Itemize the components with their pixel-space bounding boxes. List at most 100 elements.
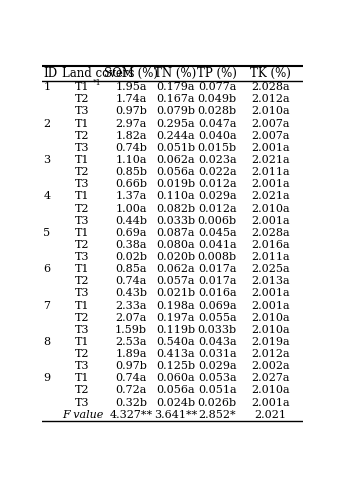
Text: 0.012a: 0.012a	[198, 180, 237, 190]
Text: 0.029a: 0.029a	[198, 361, 237, 371]
Text: 0.020b: 0.020b	[156, 252, 195, 262]
Text: 0.97b: 0.97b	[115, 106, 147, 117]
Text: 0.077a: 0.077a	[198, 82, 236, 92]
Text: 0.028b: 0.028b	[197, 106, 237, 117]
Text: 2.010a: 2.010a	[251, 106, 290, 117]
Text: 2.021a: 2.021a	[251, 155, 290, 165]
Text: 0.080a: 0.080a	[156, 240, 195, 250]
Text: 2.010a: 2.010a	[251, 204, 290, 214]
Text: T3: T3	[75, 216, 90, 226]
Text: 9: 9	[43, 374, 51, 384]
Text: 0.055a: 0.055a	[198, 312, 237, 322]
Text: T2: T2	[75, 130, 90, 140]
Text: 2.001a: 2.001a	[251, 398, 290, 407]
Text: 0.74a: 0.74a	[115, 276, 147, 286]
Text: 2.007a: 2.007a	[251, 130, 290, 140]
Text: 2.002a: 2.002a	[251, 361, 290, 371]
Text: T2: T2	[75, 276, 90, 286]
Text: 2.007a: 2.007a	[251, 118, 290, 128]
Text: 0.85b: 0.85b	[115, 167, 147, 177]
Text: 2.021: 2.021	[255, 410, 287, 420]
Text: 0.110a: 0.110a	[156, 192, 195, 202]
Text: 0.056a: 0.056a	[156, 386, 195, 396]
Text: 1.95a: 1.95a	[115, 82, 147, 92]
Text: 0.051a: 0.051a	[198, 386, 237, 396]
Text: T3: T3	[75, 398, 90, 407]
Text: 2.97a: 2.97a	[115, 118, 147, 128]
Text: T1: T1	[75, 118, 90, 128]
Text: 0.023a: 0.023a	[198, 155, 237, 165]
Text: 7: 7	[43, 300, 51, 310]
Text: 0.021b: 0.021b	[156, 288, 195, 298]
Text: 0.179a: 0.179a	[156, 82, 194, 92]
Text: 0.051b: 0.051b	[156, 143, 195, 153]
Text: T3: T3	[75, 252, 90, 262]
Text: 0.017a: 0.017a	[198, 264, 236, 274]
Text: 2.019a: 2.019a	[251, 337, 290, 347]
Text: 0.026b: 0.026b	[197, 398, 237, 407]
Text: T2: T2	[75, 349, 90, 359]
Text: 0.019b: 0.019b	[156, 180, 195, 190]
Text: T2: T2	[75, 167, 90, 177]
Text: 2.001a: 2.001a	[251, 216, 290, 226]
Text: 2.027a: 2.027a	[251, 374, 290, 384]
Text: T2: T2	[75, 386, 90, 396]
Text: 0.045a: 0.045a	[198, 228, 237, 238]
Text: 0.062a: 0.062a	[156, 155, 195, 165]
Text: T3: T3	[75, 288, 90, 298]
Text: 1.37a: 1.37a	[115, 192, 147, 202]
Text: T2: T2	[75, 204, 90, 214]
Text: 0.413a: 0.413a	[156, 349, 195, 359]
Text: T2: T2	[75, 240, 90, 250]
Text: 0.32b: 0.32b	[115, 398, 147, 407]
Text: 1.59b: 1.59b	[115, 325, 147, 335]
Text: T3: T3	[75, 143, 90, 153]
Text: 0.72a: 0.72a	[115, 386, 147, 396]
Text: 0.125b: 0.125b	[156, 361, 195, 371]
Text: 0.056a: 0.056a	[156, 167, 195, 177]
Text: 2.010a: 2.010a	[251, 386, 290, 396]
Text: 0.295a: 0.295a	[156, 118, 195, 128]
Text: 0.43b: 0.43b	[115, 288, 147, 298]
Text: 2.028a: 2.028a	[251, 82, 290, 92]
Text: SOM (%): SOM (%)	[104, 67, 158, 80]
Text: 0.079b: 0.079b	[156, 106, 195, 117]
Text: 2.010a: 2.010a	[251, 312, 290, 322]
Text: 2.016a: 2.016a	[251, 240, 290, 250]
Text: 2.33a: 2.33a	[115, 300, 147, 310]
Text: 2.001a: 2.001a	[251, 300, 290, 310]
Text: T1: T1	[75, 337, 90, 347]
Text: 1.74a: 1.74a	[115, 94, 147, 104]
Text: 2.53a: 2.53a	[115, 337, 147, 347]
Text: 0.060a: 0.060a	[156, 374, 195, 384]
Text: 2.021a: 2.021a	[251, 192, 290, 202]
Text: 1.10a: 1.10a	[115, 155, 147, 165]
Text: 0.244a: 0.244a	[156, 130, 195, 140]
Text: 0.049b: 0.049b	[197, 94, 237, 104]
Text: 0.082b: 0.082b	[156, 204, 195, 214]
Text: 2.001a: 2.001a	[251, 143, 290, 153]
Text: T3: T3	[75, 361, 90, 371]
Text: 0.029a: 0.029a	[198, 192, 237, 202]
Text: 0.053a: 0.053a	[198, 374, 237, 384]
Text: T1: T1	[75, 192, 90, 202]
Text: 0.069a: 0.069a	[198, 300, 237, 310]
Text: 0.02b: 0.02b	[115, 252, 147, 262]
Text: T3: T3	[75, 325, 90, 335]
Text: 1.82a: 1.82a	[115, 130, 147, 140]
Text: 0.043a: 0.043a	[198, 337, 237, 347]
Text: 2.001a: 2.001a	[251, 180, 290, 190]
Text: 0.015b: 0.015b	[197, 143, 237, 153]
Text: T1: T1	[75, 300, 90, 310]
Text: 1.00a: 1.00a	[115, 204, 147, 214]
Text: 2.011a: 2.011a	[251, 252, 290, 262]
Text: 2.010a: 2.010a	[251, 325, 290, 335]
Text: 2.025a: 2.025a	[251, 264, 290, 274]
Text: T1: T1	[75, 155, 90, 165]
Text: 2.852*: 2.852*	[198, 410, 236, 420]
Text: 2.028a: 2.028a	[251, 228, 290, 238]
Text: ID: ID	[43, 67, 58, 80]
Text: 0.74b: 0.74b	[115, 143, 147, 153]
Text: 0.69a: 0.69a	[115, 228, 147, 238]
Text: 0.006b: 0.006b	[197, 216, 237, 226]
